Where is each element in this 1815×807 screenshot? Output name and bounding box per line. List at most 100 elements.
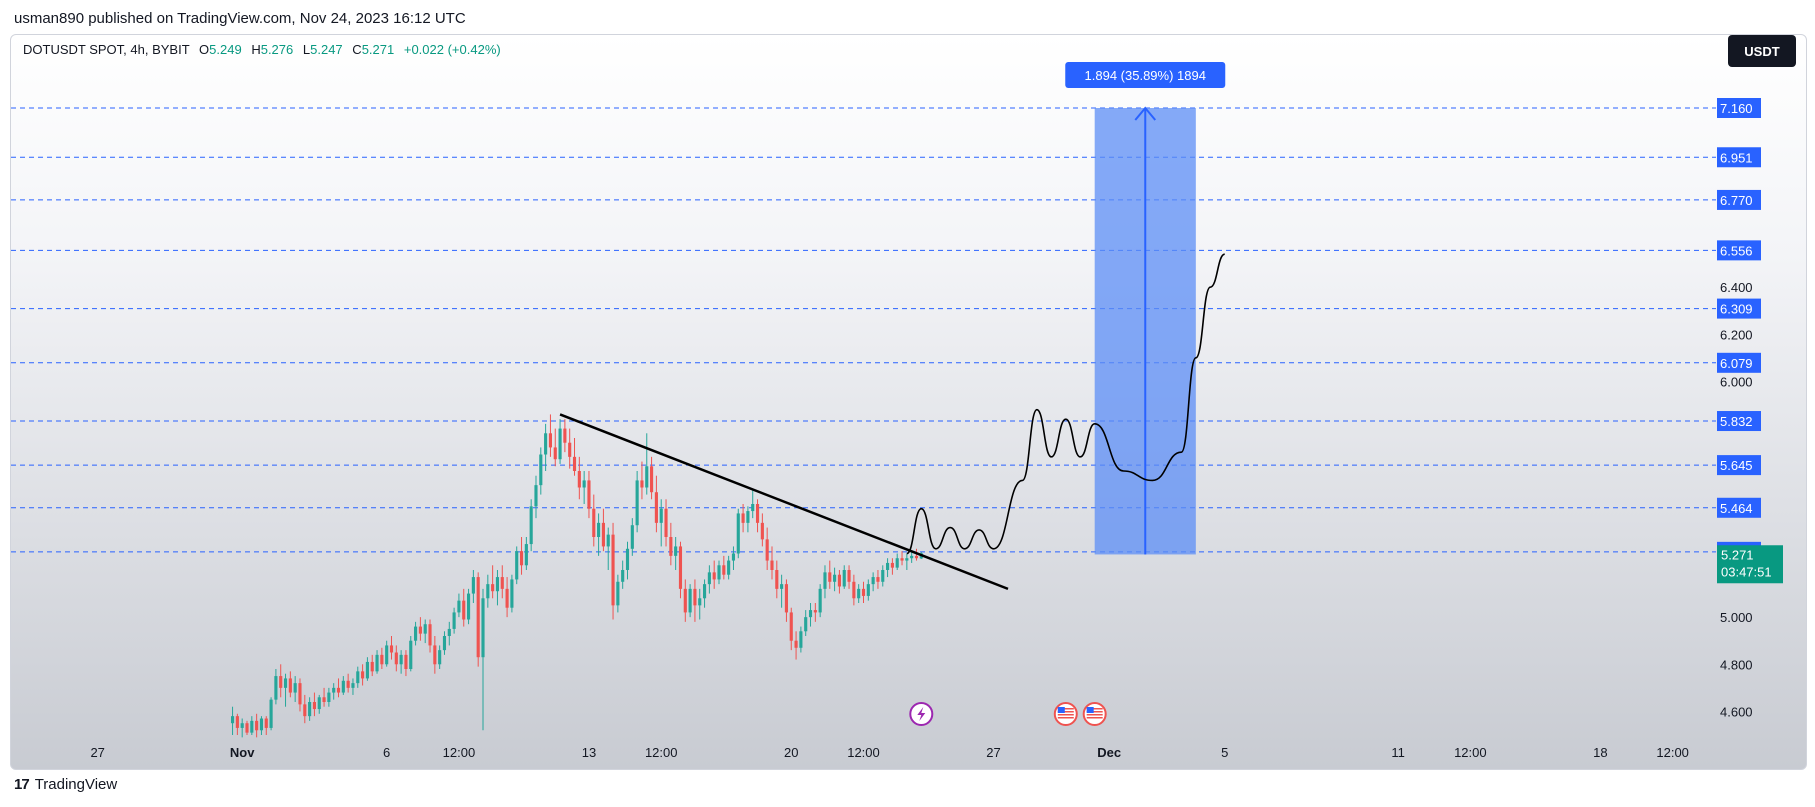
candle[interactable] — [452, 607, 456, 634]
candle[interactable] — [259, 716, 264, 735]
candle[interactable] — [857, 584, 861, 603]
candle[interactable] — [611, 522, 615, 620]
candle[interactable] — [462, 588, 466, 627]
us-flag-icon[interactable] — [1053, 702, 1078, 726]
candle[interactable] — [727, 555, 731, 580]
candle[interactable] — [486, 574, 490, 608]
candle[interactable] — [861, 581, 866, 603]
candle[interactable] — [423, 619, 427, 644]
candle[interactable] — [404, 650, 408, 677]
candle[interactable] — [235, 713, 239, 735]
candle[interactable] — [905, 553, 909, 571]
candle[interactable] — [293, 676, 297, 702]
candle[interactable] — [505, 577, 509, 618]
candle[interactable] — [784, 579, 789, 622]
candle[interactable] — [510, 574, 514, 613]
candle[interactable] — [900, 551, 904, 566]
candle[interactable] — [780, 574, 784, 608]
candle[interactable] — [592, 494, 596, 547]
candle[interactable] — [370, 654, 374, 677]
candle[interactable] — [818, 584, 822, 618]
candle[interactable] — [332, 683, 336, 700]
candle[interactable] — [582, 471, 586, 504]
candle[interactable] — [881, 565, 885, 587]
candle[interactable] — [327, 687, 331, 707]
candle[interactable] — [616, 574, 620, 613]
candle[interactable] — [529, 499, 533, 552]
candle[interactable] — [481, 588, 485, 731]
candle[interactable] — [375, 650, 379, 674]
candle[interactable] — [476, 572, 480, 667]
candle[interactable] — [447, 621, 451, 646]
candle[interactable] — [563, 419, 567, 453]
candle[interactable] — [322, 687, 326, 707]
candle[interactable] — [664, 499, 668, 547]
candle[interactable] — [539, 447, 543, 495]
candle[interactable] — [356, 666, 360, 688]
candle[interactable] — [630, 518, 634, 556]
candle[interactable] — [823, 565, 827, 599]
candle[interactable] — [669, 522, 673, 566]
candle[interactable] — [775, 560, 779, 599]
candle[interactable] — [553, 428, 557, 467]
candle[interactable] — [250, 716, 254, 735]
candle[interactable] — [852, 574, 856, 606]
candle[interactable] — [515, 546, 519, 585]
candle[interactable] — [741, 504, 745, 533]
candle[interactable] — [255, 713, 259, 738]
candle[interactable] — [385, 640, 389, 667]
candle[interactable] — [240, 718, 244, 738]
candle[interactable] — [524, 537, 528, 570]
candle[interactable] — [895, 553, 899, 571]
candle[interactable] — [601, 508, 605, 552]
candle[interactable] — [288, 671, 292, 698]
candle[interactable] — [230, 706, 235, 735]
candle[interactable] — [264, 716, 268, 735]
candle[interactable] — [534, 475, 538, 519]
candle[interactable] — [871, 572, 875, 592]
candle[interactable] — [736, 508, 740, 559]
candle[interactable] — [674, 537, 678, 570]
candle[interactable] — [698, 588, 702, 620]
candle[interactable] — [269, 697, 273, 731]
candle[interactable] — [568, 428, 572, 469]
candle[interactable] — [548, 414, 553, 457]
candle[interactable] — [770, 546, 774, 580]
candle[interactable] — [828, 560, 832, 589]
candle[interactable] — [722, 555, 726, 580]
candle[interactable] — [491, 565, 495, 599]
candle[interactable] — [678, 541, 683, 599]
candle[interactable] — [746, 506, 750, 533]
candle[interactable] — [659, 499, 663, 547]
candle[interactable] — [635, 471, 639, 533]
candle[interactable] — [283, 673, 288, 707]
candle[interactable] — [813, 603, 817, 622]
candle[interactable] — [442, 631, 447, 655]
candle[interactable] — [361, 664, 365, 686]
candle[interactable] — [587, 471, 591, 519]
candle[interactable] — [625, 541, 630, 580]
candle[interactable] — [572, 438, 577, 476]
candle[interactable] — [650, 456, 654, 500]
candle[interactable] — [274, 669, 278, 705]
candle[interactable] — [847, 565, 851, 589]
candle[interactable] — [380, 647, 384, 669]
candle[interactable] — [336, 678, 341, 698]
candle[interactable] — [457, 593, 461, 618]
candle[interactable] — [399, 650, 403, 674]
candle[interactable] — [804, 610, 808, 636]
footer-brand[interactable]: TradingView — [34, 776, 118, 793]
candle[interactable] — [842, 565, 846, 589]
candle[interactable] — [755, 499, 760, 533]
candle[interactable] — [731, 546, 736, 570]
candle[interactable] — [317, 694, 321, 714]
candle[interactable] — [495, 570, 500, 606]
candle[interactable] — [683, 579, 687, 622]
candle[interactable] — [640, 461, 644, 500]
candle[interactable] — [717, 560, 721, 585]
candle[interactable] — [558, 419, 562, 464]
candle[interactable] — [471, 570, 475, 603]
candle[interactable] — [765, 527, 769, 570]
candle[interactable] — [886, 558, 890, 578]
candle[interactable] — [760, 513, 764, 547]
